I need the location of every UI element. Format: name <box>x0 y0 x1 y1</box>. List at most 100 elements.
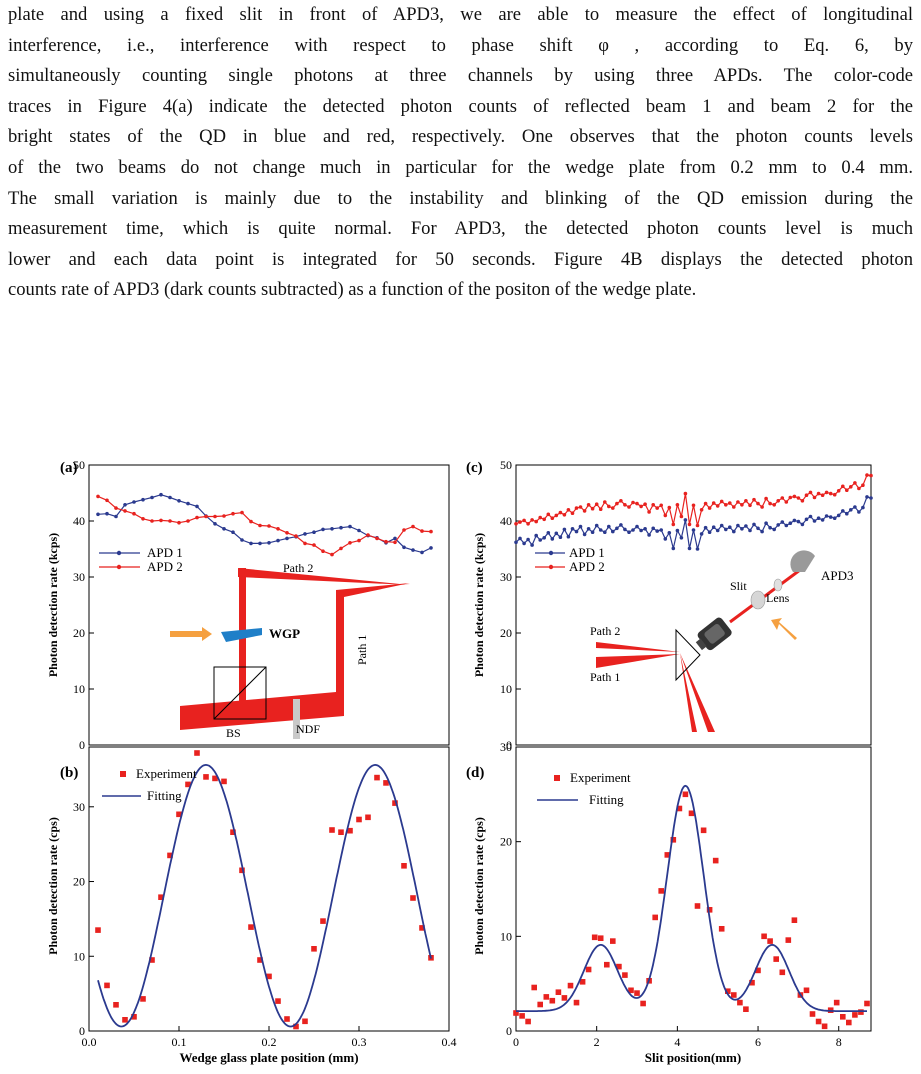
data-point-apd1 <box>861 505 865 510</box>
data-point-apd1 <box>554 531 559 536</box>
data-point-apd1 <box>558 535 563 539</box>
data-point-apd2 <box>222 514 226 518</box>
data-point-experiment <box>401 863 407 869</box>
data-point-experiment <box>549 997 556 1004</box>
paragraph-line: of the two beams do not change much in p… <box>8 156 913 178</box>
data-point-apd1 <box>691 528 696 532</box>
setup-diagram-c: APD3 Slit Lens Path 2 Path 1 <box>590 550 854 732</box>
data-point-experiment <box>320 918 326 924</box>
data-point-apd1 <box>804 517 809 522</box>
data-point-apd1 <box>546 531 551 535</box>
panel-b-label: (b) <box>60 765 78 781</box>
data-point-apd2 <box>691 503 696 508</box>
data-point-apd1 <box>177 499 181 503</box>
paragraph-line: interference, i.e., interference with re… <box>8 34 913 56</box>
data-point-apd2 <box>285 531 289 535</box>
data-point-apd1 <box>285 536 289 541</box>
data-point-apd2 <box>667 505 672 510</box>
data-point-apd2 <box>542 517 546 522</box>
prism <box>675 628 701 682</box>
data-point-experiment <box>591 934 598 941</box>
data-point-experiment <box>688 810 695 817</box>
series-line-apd1 <box>97 494 432 554</box>
data-point-apd2 <box>312 543 316 547</box>
data-point-apd1 <box>820 518 825 522</box>
data-point-apd1 <box>114 514 118 519</box>
data-point-experiment <box>519 1013 525 1019</box>
panel-a-ylabel: Photon detection rate (kcps) <box>46 533 60 677</box>
data-point-apd2 <box>679 514 684 519</box>
data-point-apd1 <box>514 540 518 545</box>
data-point-experiment <box>275 998 281 1004</box>
x-tick-label: 4 <box>674 1035 680 1049</box>
data-point-apd2 <box>849 485 853 489</box>
data-point-apd1 <box>420 550 424 555</box>
objective-highlight <box>704 624 725 644</box>
data-point-apd2 <box>123 509 127 513</box>
panel-a-frame <box>88 464 450 746</box>
data-point-apd1 <box>631 528 635 532</box>
legend-label-fitting: Fitting <box>589 792 624 807</box>
data-point-apd1 <box>711 525 716 529</box>
neutral-density-filter <box>293 699 300 739</box>
data-point-experiment <box>176 811 182 818</box>
y-tick-label: 30 <box>73 800 85 814</box>
y-tick-label: 20 <box>500 626 512 640</box>
data-point-apd1 <box>752 522 756 527</box>
data-point-apd2 <box>707 506 712 510</box>
data-point-apd2 <box>348 541 352 545</box>
legend-label-experiment: Experiment <box>136 766 197 781</box>
data-point-apd2 <box>538 515 542 520</box>
data-point-apd2 <box>619 499 623 503</box>
data-point-apd2 <box>159 518 163 523</box>
data-point-apd1 <box>719 523 724 528</box>
data-point-apd1 <box>570 527 575 531</box>
data-point-apd1 <box>132 500 136 504</box>
y-tick-label: 40 <box>500 514 512 528</box>
data-point-apd2 <box>570 511 575 515</box>
data-point-apd2 <box>375 536 379 541</box>
data-point-apd2 <box>566 508 571 512</box>
beam-splitter-box <box>213 666 267 720</box>
data-point-apd2 <box>603 500 607 504</box>
inset-label-path1: Path 1 <box>590 670 620 684</box>
data-point-apd2 <box>724 503 728 507</box>
x-tick-label: 0.4 <box>442 1035 457 1049</box>
data-point-apd2 <box>675 503 680 507</box>
data-point-apd2 <box>534 519 538 524</box>
slit-element <box>750 590 766 610</box>
data-point-apd2 <box>808 490 813 495</box>
data-point-apd2 <box>582 509 587 513</box>
data-point-apd2 <box>598 507 603 512</box>
data-point-apd2 <box>420 529 424 533</box>
x-tick-label: 6 <box>755 1035 761 1049</box>
data-point-apd2 <box>748 503 752 508</box>
data-point-apd1 <box>647 533 651 537</box>
objective-tip <box>695 638 707 651</box>
paragraph-line: lower and each data point is integrated … <box>8 248 913 270</box>
data-point-apd1 <box>150 495 154 500</box>
data-point-apd1 <box>675 528 680 533</box>
data-point-apd2 <box>554 513 559 518</box>
data-point-apd1 <box>651 526 655 531</box>
x-tick-label: 0.3 <box>352 1035 367 1049</box>
data-point-experiment <box>131 1014 137 1020</box>
data-point-apd2 <box>150 519 154 523</box>
x-tick-label: 0 <box>513 1035 519 1049</box>
beam-horizontal-bottom <box>180 692 344 730</box>
data-point-apd2 <box>832 492 837 497</box>
legend-marker-experiment <box>554 775 560 781</box>
fit-curve <box>516 784 867 1012</box>
data-point-apd1 <box>603 530 607 534</box>
data-point-experiment <box>104 982 110 989</box>
data-point-apd1 <box>586 527 591 531</box>
legend-label-experiment: Experiment <box>570 770 631 785</box>
data-point-experiment <box>122 1017 128 1023</box>
data-point-experiment <box>737 999 743 1006</box>
data-point-apd2 <box>828 491 833 496</box>
data-point-apd1 <box>776 523 780 527</box>
data-point-apd2 <box>788 495 793 500</box>
data-point-apd2 <box>740 503 744 507</box>
data-point-apd2 <box>744 499 748 503</box>
x-tick-label: 0.2 <box>262 1035 277 1049</box>
